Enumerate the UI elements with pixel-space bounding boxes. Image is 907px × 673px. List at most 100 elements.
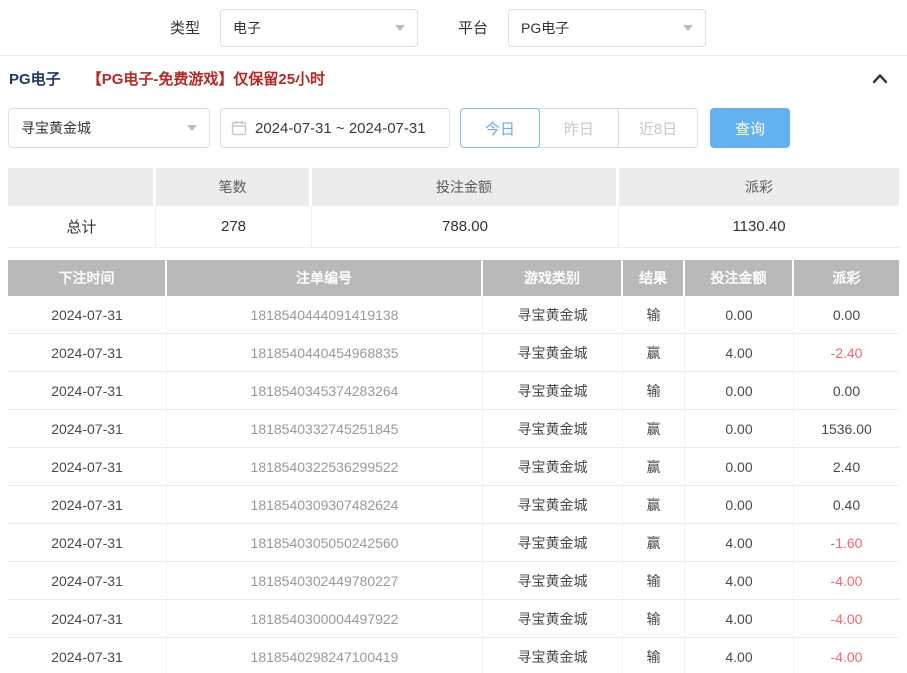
table-row: 2024-07-31 1818540322536299522 寻宝黄金城 赢 0… [8,448,899,486]
col-header-payout: 派彩 [794,260,899,296]
collapse-button[interactable] [869,67,891,89]
payout-cell: -1.60 [794,524,899,562]
game-type-cell: 寻宝黄金城 [483,562,623,600]
game-type-cell: 寻宝黄金城 [483,334,623,372]
type-select-value: 电子 [233,19,262,36]
table-row: 2024-07-31 1818540309307482624 寻宝黄金城 赢 0… [8,486,899,524]
table-row: 2024-07-31 1818540298247100419 寻宝黄金城 输 4… [8,638,899,673]
bet-amount-cell: 0.00 [685,296,794,334]
bet-amount-cell: 4.00 [685,638,794,673]
result-cell: 输 [623,296,685,334]
summary-count-value: 278 [156,206,312,248]
summary-header-bet-amount: 投注金额 [312,168,619,206]
section-notice: 【PG电子-免费游戏】仅保留25小时 [86,70,326,88]
yesterday-button[interactable]: 昨日 [539,108,619,148]
bet-id-cell: 1818540440454968835 [167,334,483,372]
bet-id-cell: 1818540332745251845 [167,410,483,448]
bet-amount-cell: 0.00 [685,410,794,448]
platform-select[interactable]: PG电子 [508,8,707,47]
game-type-cell: 寻宝黄金城 [483,638,623,673]
top-filter-bar: 类型 电子 平台 PG电子 [0,0,907,56]
platform-field-group: 平台 PG电子 [458,8,707,47]
bet-amount-cell: 4.00 [685,334,794,372]
table-row: 2024-07-31 1818540332745251845 寻宝黄金城 赢 0… [8,410,899,448]
col-header-time: 下注时间 [8,260,167,296]
search-button[interactable]: 查询 [710,108,790,148]
bet-time-cell: 2024-07-31 [8,334,167,372]
payout-cell: -4.00 [794,600,899,638]
game-type-cell: 寻宝黄金城 [483,600,623,638]
col-header-game: 游戏类别 [483,260,623,296]
result-cell: 输 [623,562,685,600]
calendar-icon [231,120,247,136]
platform-label: 平台 [458,20,489,37]
table-row: 2024-07-31 1818540345374283264 寻宝黄金城 输 0… [8,372,899,410]
bet-id-cell: 1818540309307482624 [167,486,483,524]
result-cell: 赢 [623,334,685,372]
result-cell: 输 [623,600,685,638]
payout-cell: -2.40 [794,334,899,372]
bet-amount-cell: 4.00 [685,562,794,600]
query-bar: 寻宝黄金城 2024-07-31 ~ 2024-07-31 今日 昨日 近8日 … [0,108,907,148]
bet-amount-cell: 0.00 [685,448,794,486]
bet-time-cell: 2024-07-31 [8,638,167,673]
date-range-value: 2024-07-31 ~ 2024-07-31 [255,119,426,137]
table-row: 2024-07-31 1818540300004497922 寻宝黄金城 输 4… [8,600,899,638]
game-select[interactable]: 寻宝黄金城 [8,108,210,148]
bet-time-cell: 2024-07-31 [8,486,167,524]
type-label: 类型 [170,20,201,37]
summary-header-row: 笔数 投注金额 派彩 [8,168,899,206]
bet-records-table: 下注时间 注单编号 游戏类别 结果 投注金额 派彩 2024-07-31 181… [8,260,899,673]
platform-select-value: PG电子 [521,19,570,36]
quick-date-group: 今日 昨日 近8日 [460,108,698,148]
type-field-group: 类型 电子 [170,8,419,47]
bet-id-cell: 1818540322536299522 [167,448,483,486]
summary-payout-value: 1130.40 [619,206,899,248]
game-type-cell: 寻宝黄金城 [483,296,623,334]
bet-time-cell: 2024-07-31 [8,562,167,600]
chevron-up-icon [872,73,888,83]
chevron-down-icon [187,125,197,131]
last-8-days-button[interactable]: 近8日 [618,108,698,148]
bet-time-cell: 2024-07-31 [8,600,167,638]
bet-time-cell: 2024-07-31 [8,296,167,334]
bet-id-cell: 1818540305050242560 [167,524,483,562]
result-cell: 赢 [623,524,685,562]
payout-cell: 2.40 [794,448,899,486]
result-cell: 赢 [623,486,685,524]
section-title: PG电子 [9,70,61,88]
bet-id-cell: 1818540300004497922 [167,600,483,638]
col-header-amount: 投注金额 [685,260,794,296]
payout-cell: 1536.00 [794,410,899,448]
bet-time-cell: 2024-07-31 [8,448,167,486]
date-range-picker[interactable]: 2024-07-31 ~ 2024-07-31 [220,108,450,148]
bet-time-cell: 2024-07-31 [8,410,167,448]
payout-cell: 0.00 [794,372,899,410]
bet-id-cell: 1818540298247100419 [167,638,483,673]
payout-cell: 0.00 [794,296,899,334]
table-row: 2024-07-31 1818540302449780227 寻宝黄金城 输 4… [8,562,899,600]
table-row: 2024-07-31 1818540440454968835 寻宝黄金城 赢 4… [8,334,899,372]
result-cell: 赢 [623,410,685,448]
section-header: PG电子 【PG电子-免费游戏】仅保留25小时 [0,56,907,100]
col-header-result: 结果 [623,260,685,296]
summary-table: 笔数 投注金额 派彩 总计 278 788.00 1130.40 [8,168,899,248]
bet-amount-cell: 4.00 [685,524,794,562]
result-cell: 输 [623,372,685,410]
bet-id-cell: 1818540444091419138 [167,296,483,334]
chevron-down-icon [683,24,694,31]
bet-time-cell: 2024-07-31 [8,372,167,410]
summary-total-row: 总计 278 788.00 1130.40 [8,206,899,248]
bet-id-cell: 1818540302449780227 [167,562,483,600]
game-type-cell: 寻宝黄金城 [483,524,623,562]
summary-header-blank [8,168,156,206]
payout-cell: 0.40 [794,486,899,524]
chevron-down-icon [395,24,406,31]
bet-id-cell: 1818540345374283264 [167,372,483,410]
bet-table-body: 2024-07-31 1818540444091419138 寻宝黄金城 输 0… [8,296,899,673]
payout-cell: -4.00 [794,638,899,673]
game-select-value: 寻宝黄金城 [21,120,91,136]
bet-time-cell: 2024-07-31 [8,524,167,562]
today-button[interactable]: 今日 [460,108,540,148]
type-select[interactable]: 电子 [220,8,419,47]
